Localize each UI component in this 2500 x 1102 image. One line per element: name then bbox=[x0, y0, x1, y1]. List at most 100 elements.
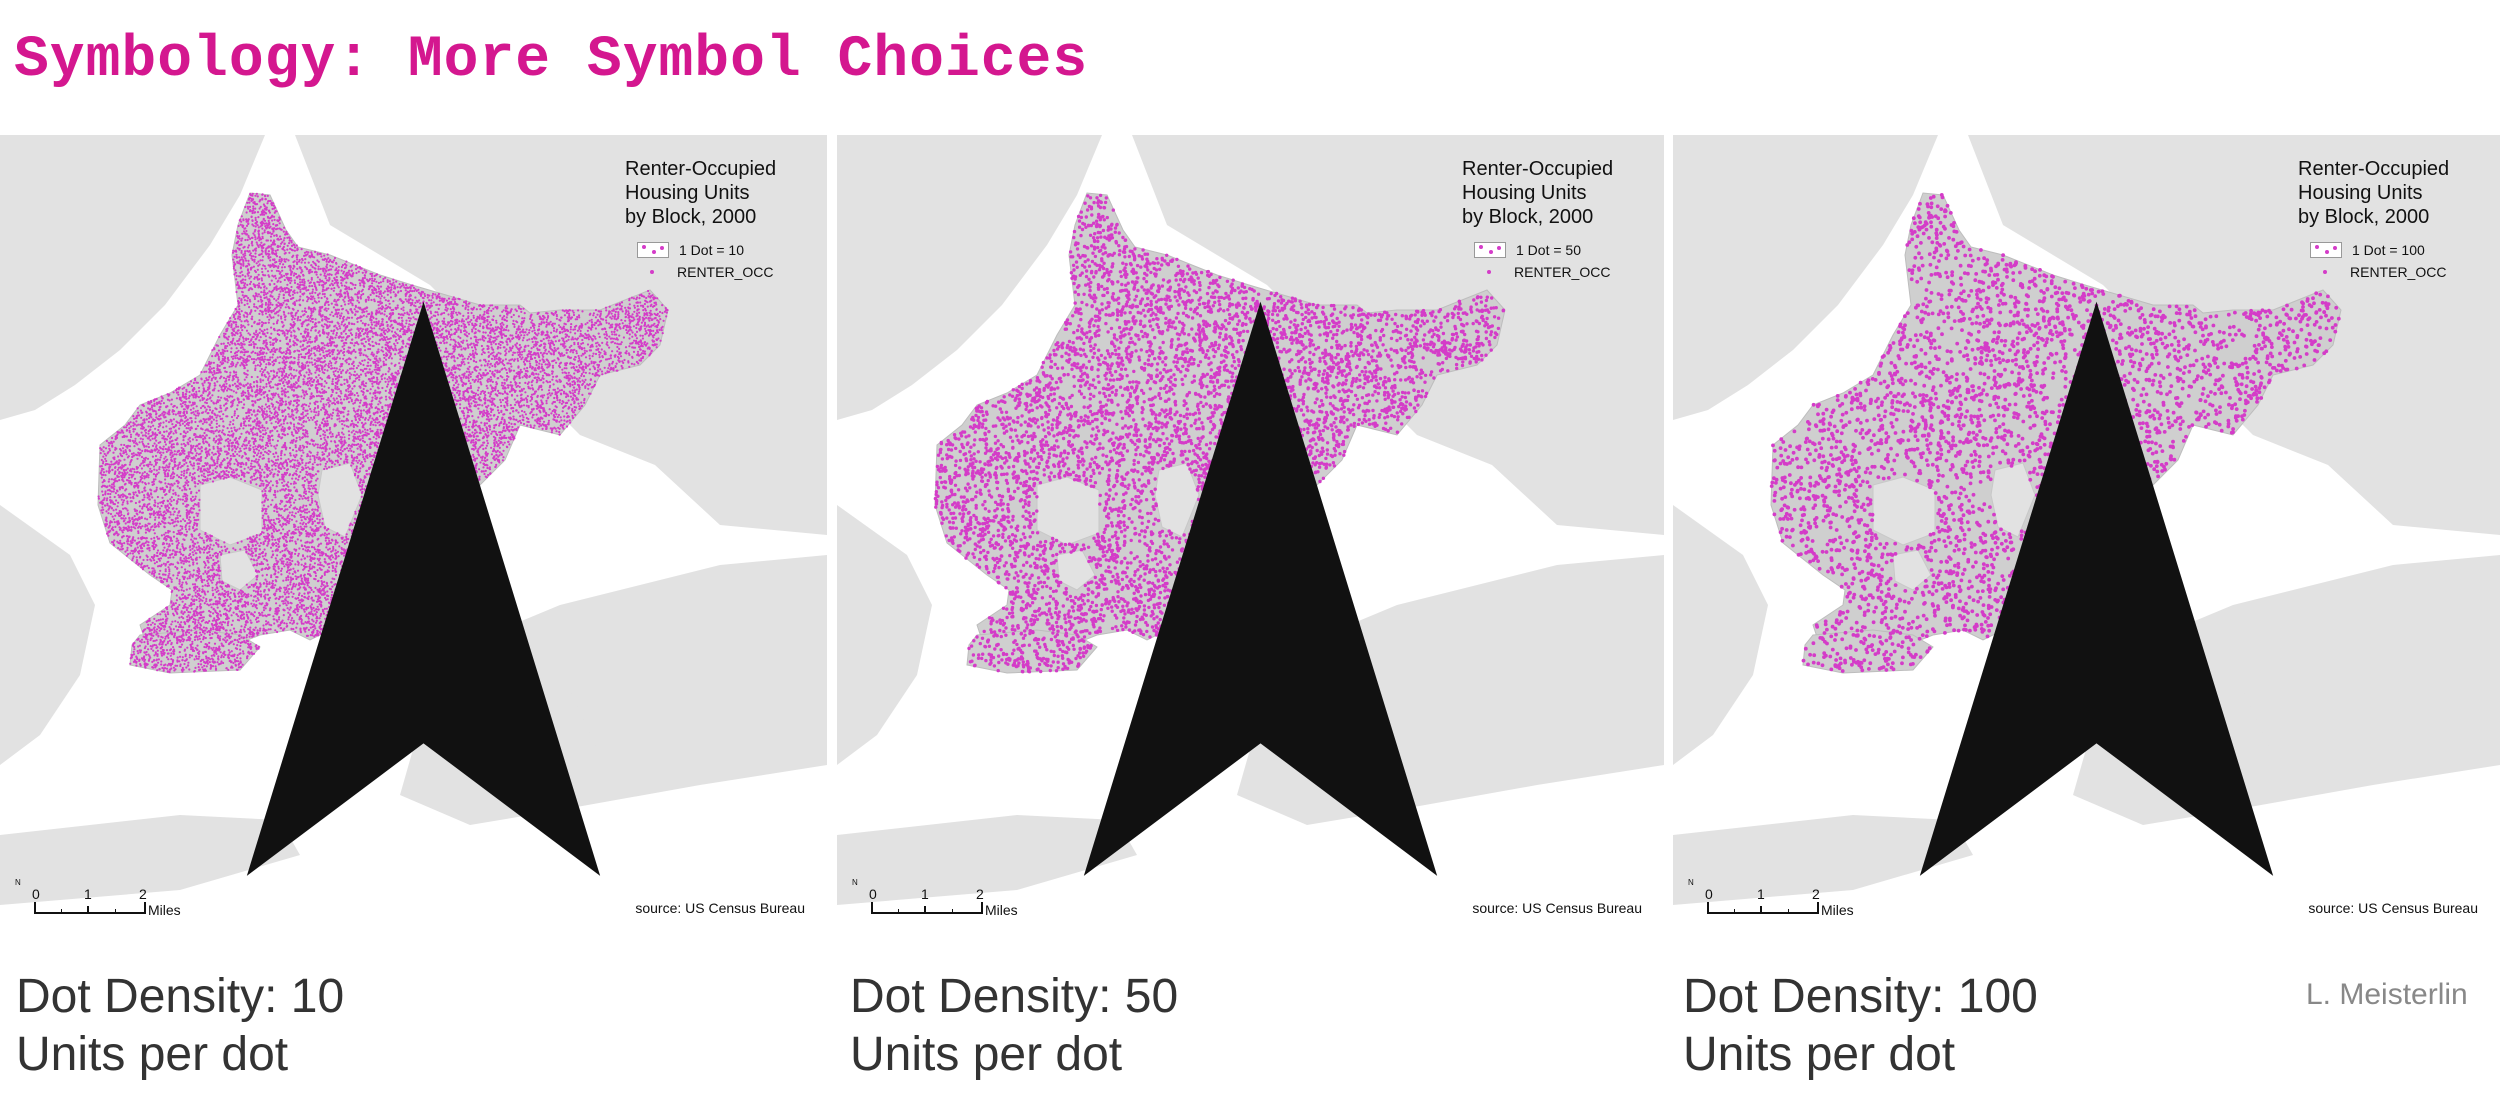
renter-dot bbox=[318, 283, 321, 286]
renter-dot bbox=[181, 545, 184, 548]
renter-dot bbox=[155, 469, 158, 472]
park-area bbox=[317, 462, 363, 538]
renter-dot bbox=[301, 506, 304, 509]
renter-dot bbox=[398, 283, 401, 286]
renter-dot bbox=[261, 227, 264, 230]
renter-dot bbox=[291, 617, 294, 620]
renter-dot bbox=[310, 610, 313, 613]
renter-dot bbox=[301, 449, 304, 452]
renter-dot bbox=[558, 401, 561, 404]
renter-dot bbox=[174, 602, 177, 605]
renter-dot bbox=[227, 433, 230, 437]
renter-dot bbox=[203, 406, 207, 409]
renter-dot bbox=[324, 380, 327, 383]
park-area bbox=[219, 549, 259, 591]
renter-dot bbox=[352, 364, 355, 367]
renter-dot bbox=[307, 628, 310, 631]
renter-dot bbox=[101, 490, 104, 493]
renter-dot bbox=[371, 279, 374, 282]
renter-dot bbox=[167, 421, 171, 424]
renter-dot bbox=[264, 312, 268, 315]
renter-dot bbox=[268, 404, 271, 408]
renter-dot bbox=[215, 652, 218, 656]
renter-dot bbox=[584, 386, 587, 389]
renter-dot bbox=[419, 294, 423, 297]
renter-dot bbox=[170, 605, 173, 608]
renter-dot bbox=[370, 298, 373, 302]
renter-dot bbox=[169, 522, 172, 525]
renter-dot bbox=[238, 297, 241, 300]
renter-dot bbox=[146, 496, 149, 499]
renter-dot bbox=[308, 622, 312, 625]
renter-dot bbox=[588, 354, 591, 357]
renter-dot bbox=[237, 604, 240, 607]
renter-dot bbox=[349, 265, 352, 268]
renter-dot bbox=[133, 417, 136, 420]
renter-dot bbox=[306, 412, 309, 415]
renter-dot bbox=[269, 341, 272, 344]
renter-dot bbox=[254, 194, 257, 197]
renter-dot bbox=[265, 451, 268, 454]
renter-dot bbox=[261, 480, 264, 483]
renter-dot bbox=[149, 645, 152, 648]
renter-dot bbox=[252, 599, 255, 602]
renter-dot bbox=[277, 393, 280, 396]
renter-dot bbox=[140, 638, 144, 641]
renter-dot bbox=[296, 538, 299, 541]
renter-dot bbox=[125, 554, 128, 557]
renter-dot bbox=[364, 460, 367, 463]
renter-dot bbox=[234, 269, 237, 272]
renter-dot bbox=[489, 304, 492, 307]
renter-dot bbox=[218, 364, 221, 367]
land-area bbox=[570, 680, 660, 755]
renter-dot bbox=[392, 291, 395, 294]
renter-dot bbox=[236, 541, 239, 544]
renter-dot bbox=[165, 649, 169, 652]
renter-dot bbox=[644, 307, 647, 310]
renter-dot bbox=[176, 656, 179, 659]
renter-dot bbox=[446, 358, 449, 361]
renter-dot bbox=[283, 274, 286, 277]
renter-dot bbox=[467, 316, 470, 320]
land-area bbox=[0, 815, 300, 905]
renter-dot bbox=[575, 352, 578, 355]
renter-dot bbox=[511, 353, 514, 357]
renter-dot bbox=[140, 462, 143, 465]
renter-dot bbox=[172, 614, 176, 617]
renter-dot bbox=[531, 337, 534, 340]
renter-dot bbox=[289, 289, 293, 292]
renter-dot bbox=[324, 277, 327, 280]
renter-dot bbox=[263, 557, 266, 561]
renter-dot bbox=[160, 395, 163, 398]
renter-dot bbox=[253, 342, 256, 346]
renter-dot bbox=[102, 460, 105, 463]
renter-dot bbox=[325, 260, 328, 263]
renter-dot bbox=[502, 323, 505, 326]
renter-dot bbox=[297, 356, 300, 359]
renter-dot bbox=[563, 415, 566, 418]
renter-dot bbox=[454, 396, 457, 399]
renter-dot bbox=[214, 588, 217, 591]
renter-dot bbox=[575, 350, 578, 353]
renter-dot bbox=[260, 279, 264, 282]
renter-dot bbox=[220, 654, 223, 657]
renter-dot bbox=[258, 207, 261, 210]
renter-dot bbox=[533, 326, 536, 329]
renter-dot bbox=[276, 329, 279, 332]
renter-dot bbox=[228, 637, 231, 640]
renter-dot bbox=[250, 257, 253, 260]
renter-dot bbox=[429, 310, 432, 313]
renter-dot bbox=[314, 291, 317, 294]
renter-dot bbox=[284, 378, 287, 381]
map-panel: Renter-Occupied Housing Units by Block, … bbox=[0, 135, 827, 930]
renter-dot bbox=[316, 517, 319, 520]
land-area bbox=[0, 505, 95, 765]
renter-dot bbox=[555, 430, 558, 433]
renter-dot bbox=[516, 351, 519, 354]
renter-dot bbox=[309, 455, 312, 458]
renter-dot bbox=[259, 385, 262, 388]
renter-dot bbox=[432, 301, 435, 304]
renter-dot bbox=[445, 355, 448, 359]
renter-dot bbox=[110, 478, 113, 481]
renter-dot bbox=[250, 550, 253, 553]
